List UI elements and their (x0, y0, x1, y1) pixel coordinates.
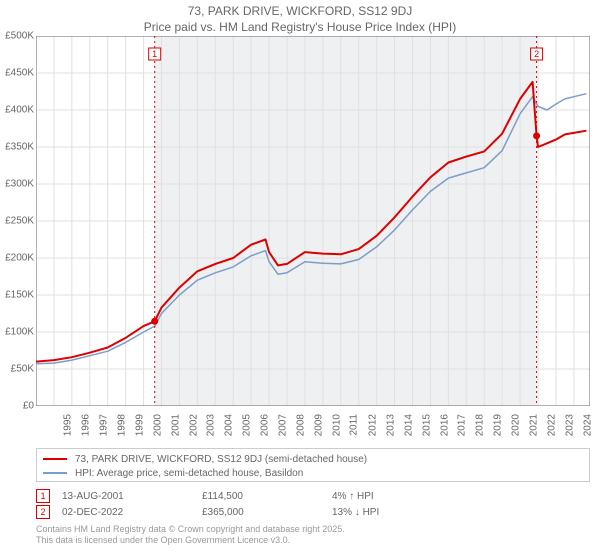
transaction-price: £114,500 (202, 491, 332, 502)
legend-row: HPI: Average price, semi-detached house,… (43, 466, 583, 480)
transactions-table: 1 13-AUG-2001 £114,500 4% ↑ HPI 2 02-DEC… (36, 488, 590, 520)
x-tick-label: 2014 (403, 414, 414, 436)
transaction-row: 1 13-AUG-2001 £114,500 4% ↑ HPI (36, 488, 590, 504)
y-tick-label: £500K (0, 31, 34, 42)
y-tick-label: £400K (0, 105, 34, 116)
y-tick-label: £100K (0, 327, 34, 338)
x-tick-label: 2023 (564, 414, 575, 436)
x-tick-label: 2012 (367, 414, 378, 436)
x-tick-label: 1996 (80, 414, 91, 436)
footer-line: Contains HM Land Registry data © Crown c… (36, 524, 590, 535)
x-tick-label: 2017 (457, 414, 468, 436)
transaction-row: 2 02-DEC-2022 £365,000 13% ↓ HPI (36, 504, 590, 520)
x-tick-label: 1998 (116, 414, 127, 436)
svg-text:2: 2 (534, 49, 539, 59)
transaction-marker-icon: 1 (36, 489, 50, 503)
y-tick-label: £200K (0, 253, 34, 264)
legend-swatch (43, 458, 67, 460)
chart-subtitle: Price paid vs. HM Land Registry's House … (0, 20, 600, 34)
x-tick-label: 2007 (277, 414, 288, 436)
x-tick-label: 1999 (134, 414, 145, 436)
x-tick-label: 2001 (170, 414, 181, 436)
x-tick-label: 2019 (493, 414, 504, 436)
y-tick-label: £350K (0, 142, 34, 153)
x-tick-label: 2024 (582, 414, 593, 436)
x-tick-label: 2004 (224, 414, 235, 436)
transaction-vs-hpi: 13% ↓ HPI (332, 507, 452, 518)
x-tick-label: 2000 (152, 414, 163, 436)
x-tick-label: 2003 (206, 414, 217, 436)
chart-svg: 12 (36, 36, 590, 406)
y-tick-label: £0 (0, 401, 34, 412)
footer-line: This data is licensed under the Open Gov… (36, 535, 590, 546)
x-tick-label: 2016 (439, 414, 450, 436)
x-tick-label: 2020 (510, 414, 521, 436)
x-tick-label: 2010 (331, 414, 342, 436)
x-tick-label: 2013 (385, 414, 396, 436)
y-tick-label: £450K (0, 68, 34, 79)
y-tick-label: £150K (0, 290, 34, 301)
transaction-date: 13-AUG-2001 (62, 491, 202, 502)
legend-label: 73, PARK DRIVE, WICKFORD, SS12 9DJ (semi… (75, 454, 367, 465)
y-tick-label: £50K (0, 364, 34, 375)
chart-titles: 73, PARK DRIVE, WICKFORD, SS12 9DJ Price… (0, 0, 600, 35)
y-tick-label: £300K (0, 179, 34, 190)
x-tick-label: 2009 (313, 414, 324, 436)
transaction-date: 02-DEC-2022 (62, 507, 202, 518)
legend-row: 73, PARK DRIVE, WICKFORD, SS12 9DJ (semi… (43, 452, 583, 466)
transaction-marker-icon: 2 (36, 505, 50, 519)
svg-text:1: 1 (152, 49, 157, 59)
x-tick-label: 2018 (475, 414, 486, 436)
attribution-footer: Contains HM Land Registry data © Crown c… (36, 524, 590, 547)
x-tick-label: 1997 (98, 414, 109, 436)
x-tick-label: 2011 (348, 414, 359, 436)
transaction-price: £365,000 (202, 507, 332, 518)
transaction-vs-hpi: 4% ↑ HPI (332, 491, 452, 502)
x-tick-label: 1995 (62, 414, 73, 436)
legend-swatch (43, 472, 67, 474)
x-tick-label: 2021 (528, 414, 539, 436)
legend-label: HPI: Average price, semi-detached house,… (75, 468, 303, 479)
y-tick-label: £250K (0, 216, 34, 227)
x-tick-label: 2008 (295, 414, 306, 436)
chart-plot-area: 12 (36, 36, 590, 406)
x-tick-label: 2005 (242, 414, 253, 436)
x-tick-label: 2002 (188, 414, 199, 436)
x-tick-label: 2015 (421, 414, 432, 436)
chart-title: 73, PARK DRIVE, WICKFORD, SS12 9DJ (0, 4, 600, 18)
x-tick-label: 2006 (259, 414, 270, 436)
x-tick-label: 2022 (546, 414, 557, 436)
legend: 73, PARK DRIVE, WICKFORD, SS12 9DJ (semi… (36, 448, 590, 482)
